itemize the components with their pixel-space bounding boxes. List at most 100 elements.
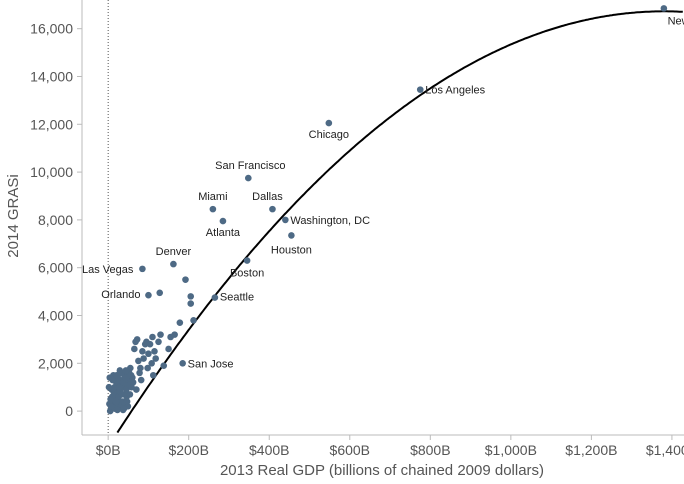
point-label: Washington, DC [290,215,370,227]
data-point [122,367,130,374]
labeled-point [179,359,186,367]
data-point [190,316,197,324]
y-tick-label: 16,000 [30,21,73,37]
data-point [165,345,172,353]
point-label: Miami [198,191,227,203]
data-point [133,386,140,393]
data-point [126,391,134,398]
labeled-point [243,257,251,264]
data-point [182,276,189,283]
labeled-point [211,294,219,301]
data-point [107,395,114,403]
data-point [140,355,147,362]
data-point [155,338,162,346]
labeled-point [245,174,252,182]
data-point [149,371,157,379]
x-axis-ticks: $0B $200B $400B $600B $800B $1,000B $1,200B $1,… [96,435,684,458]
data-point [148,359,155,367]
y-tick-label: 10,000 [30,164,73,180]
data-point [144,364,151,372]
data-point [152,355,159,362]
x-tick-label: $800B [410,442,450,458]
data-points [105,5,668,415]
y-tick-label: 12,000 [30,116,73,132]
point-label: Los Angeles [425,85,485,97]
data-point [176,319,184,326]
data-point [145,350,152,358]
chart-axes [81,0,684,436]
point-label: Las Vegas [82,264,134,276]
point-label: Seattle [220,292,254,304]
data-point [113,371,120,379]
x-axis-title: 2013 Real GDP (billions of chained 2009 … [220,462,544,479]
y-axis-title: 2014 GRASi [5,174,22,257]
labeled-point [209,205,217,213]
y-tick-label: 2,000 [38,355,73,371]
data-point [123,398,131,405]
trend-line [116,10,683,434]
y-tick-label: 14,000 [30,68,73,84]
point-label: San Francisco [215,160,285,172]
data-point [139,348,146,355]
x-tick-label: $0B [96,442,121,458]
labeled-point [269,205,276,213]
point-label: New York [668,15,684,27]
data-point [115,383,123,391]
labeled-point [288,232,295,239]
labeled-point [145,291,152,299]
x-tick-label: $1,400B [646,442,684,458]
point-label: Denver [156,246,192,258]
point-labels: New York Los Angeles Chicago San Francisco D… [82,15,684,370]
data-point [151,348,158,355]
data-point [106,374,114,381]
data-point [157,331,164,338]
data-point [131,345,138,353]
data-point [122,374,129,381]
y-axis-ticks: 0 2,000 4,000 6,000 8,000 10,000 12,000 14,000 1… [30,21,82,419]
x-tick-label: $600B [330,442,370,458]
data-point [137,364,144,372]
trend-curve [116,10,683,434]
data-point [112,398,120,405]
labeled-point [416,86,424,93]
data-point [133,336,141,343]
data-point [120,405,128,413]
y-tick-label: 4,000 [38,307,73,323]
y-tick-label: 0 [65,403,73,419]
x-tick-label: $200B [168,442,208,458]
point-label: San Jose [188,358,234,370]
labeled-point [139,265,146,273]
data-point [146,340,154,348]
data-point [137,376,145,384]
y-tick-label: 6,000 [38,260,73,276]
data-point [149,333,156,341]
data-point [114,406,121,414]
labeled-point [170,260,177,268]
labeled-point [325,119,333,127]
data-point [118,391,126,398]
data-point [135,357,142,365]
data-point [107,403,115,410]
data-point [171,331,178,338]
x-tick-label: $1,200B [565,442,617,458]
point-label: Orlando [101,289,140,301]
labeled-point [282,216,289,224]
data-point [187,293,195,300]
x-tick-label: $1,000B [485,442,537,458]
data-point [105,383,113,391]
x-tick-label: $400B [249,442,289,458]
data-point [187,300,195,307]
data-point [160,362,168,369]
point-label: Houston [271,244,312,256]
point-label: Boston [230,268,264,280]
labeled-point [660,5,668,12]
labeled-point [219,217,227,225]
point-label: Chicago [309,129,349,141]
y-tick-label: 8,000 [38,212,73,228]
point-label: Atlanta [206,227,241,239]
data-point [156,289,164,297]
data-point [129,379,137,386]
data-point [116,367,124,374]
data-point [127,371,135,379]
